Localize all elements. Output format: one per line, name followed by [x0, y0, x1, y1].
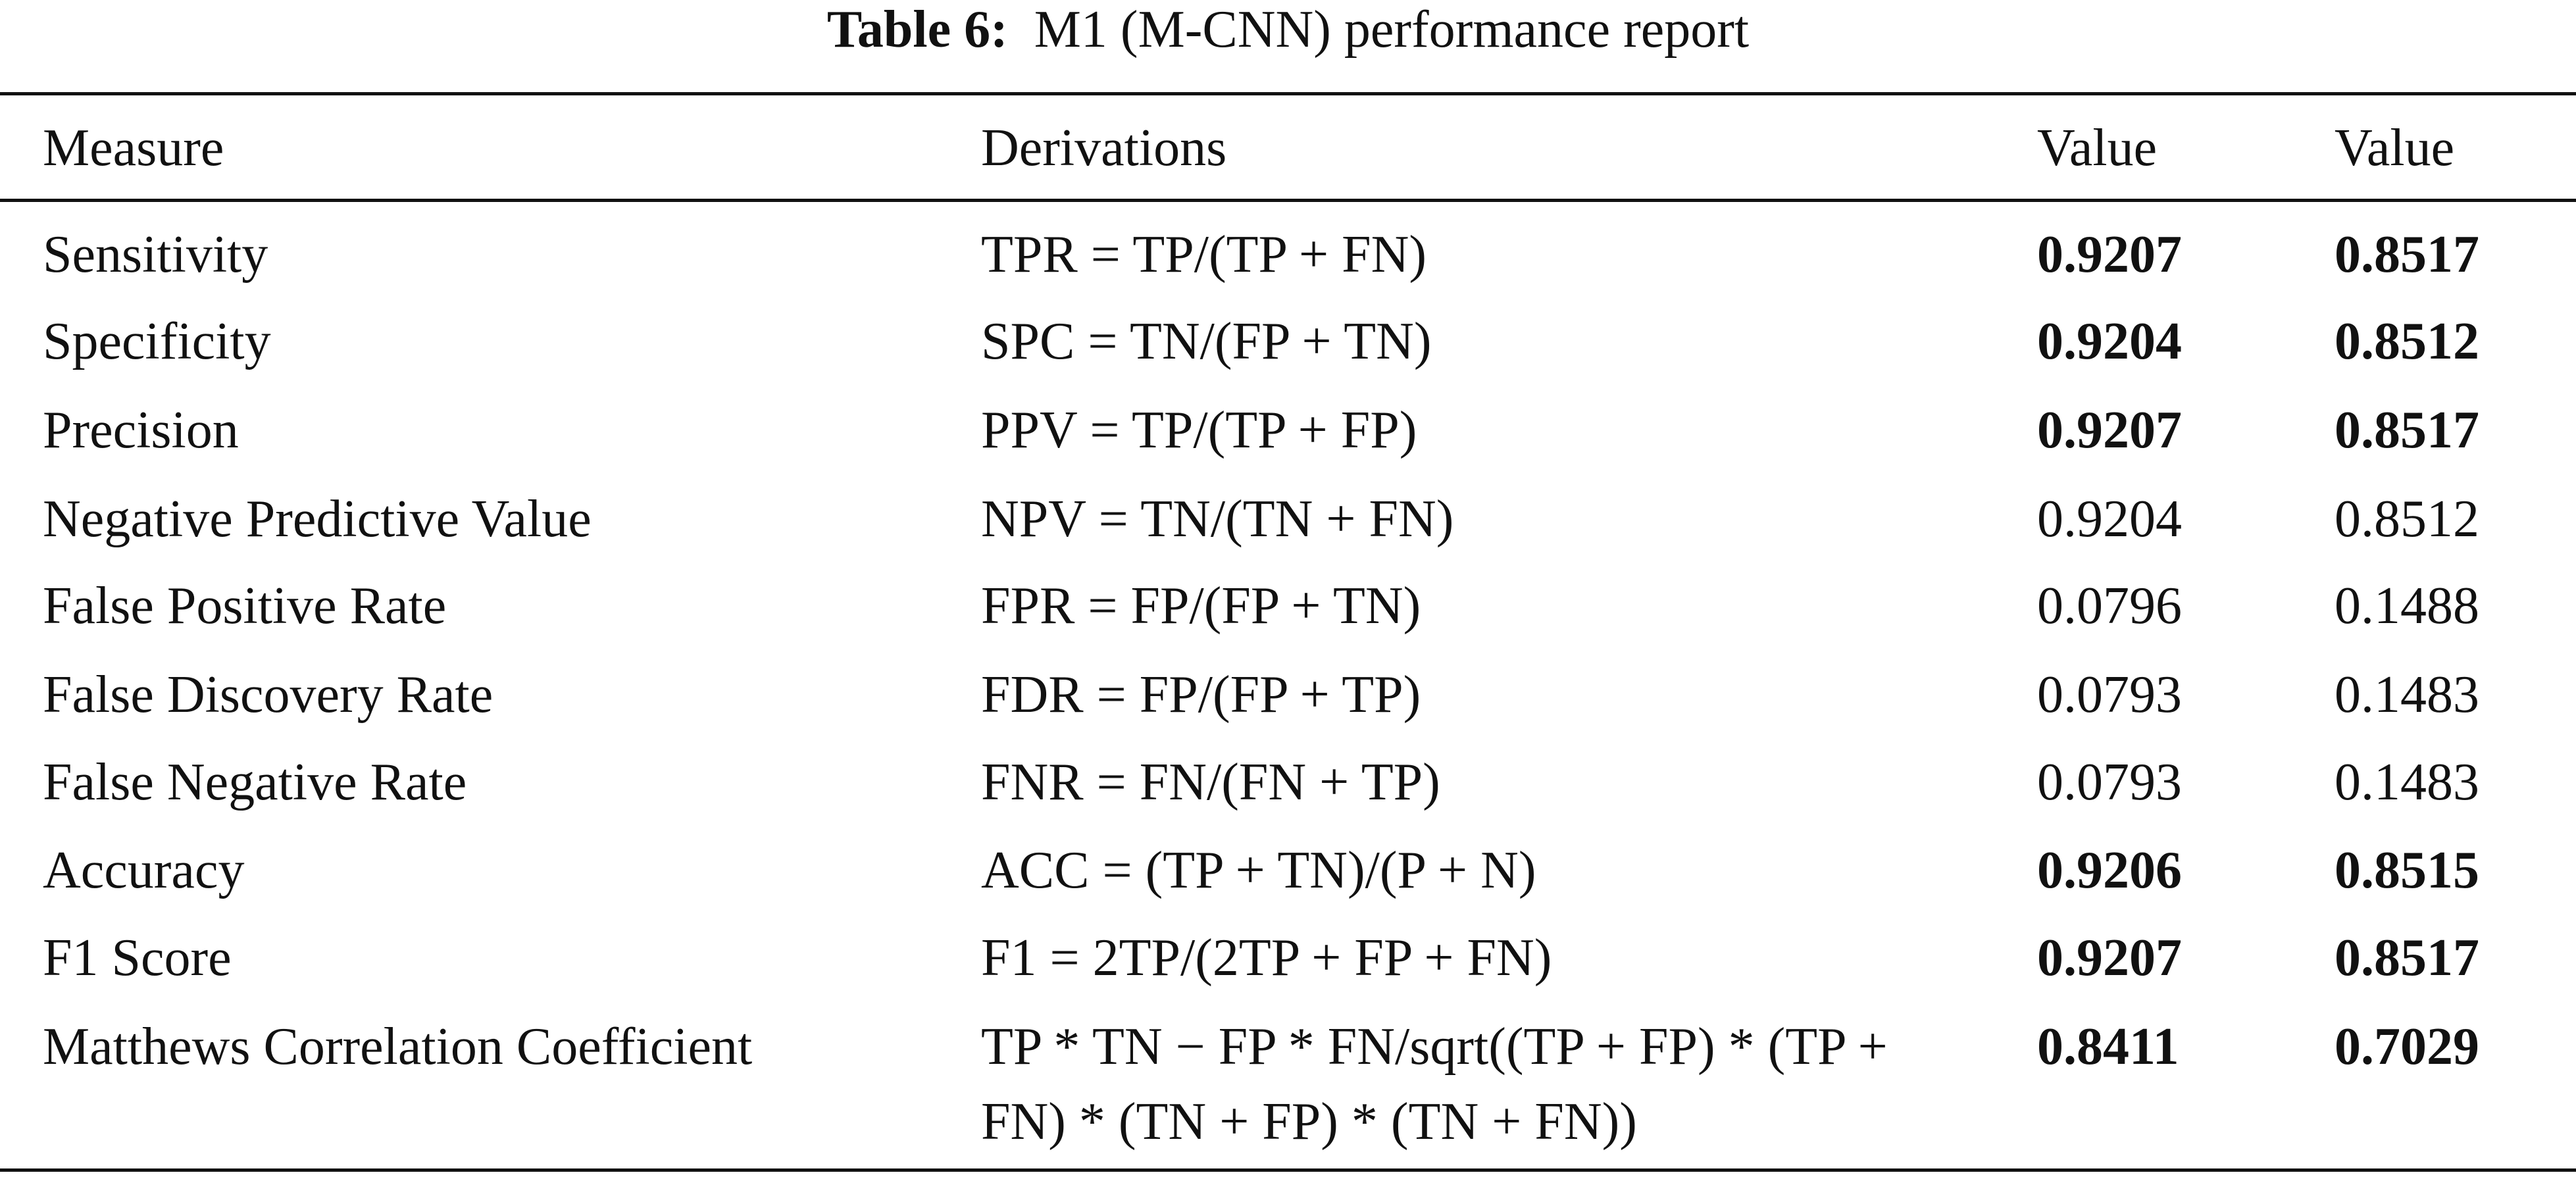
header-value: Value	[2037, 119, 2158, 177]
value-cell: 0.8512	[2335, 490, 2479, 548]
measure-cell: Negative Predictive Value	[43, 490, 592, 548]
derivation-cell: TPR = TP/(TP + FN)	[981, 226, 1427, 284]
derivation-cell: FNR = FN/(FN + TP)	[981, 753, 1440, 811]
value-cell: 0.9207	[2037, 226, 2182, 284]
derivation-cell: F1 = 2TP/(2TP + FP + FN)	[981, 929, 1552, 987]
value-cell: 0.1483	[2335, 666, 2479, 724]
measure-cell: False Positive Rate	[43, 577, 447, 635]
derivation-cell: FDR = FP/(FP + TP)	[981, 666, 1421, 724]
measure-cell: Specificity	[43, 313, 271, 370]
derivation-cell: ACC = (TP + TN)/(P + N)	[981, 841, 1536, 899]
measure-cell: F1 Score	[43, 929, 232, 987]
value-cell: 0.9207	[2037, 929, 2182, 987]
bottom-rule	[0, 1168, 2576, 1172]
value-cell: 0.8515	[2335, 841, 2479, 899]
table-caption: Table 6: M1 (M-CNN) performance report	[0, 0, 2576, 67]
measure-cell: Sensitivity	[43, 226, 268, 284]
value-cell: 0.8517	[2335, 401, 2479, 459]
derivation-cell: TP * TN − FP * FN/sqrt((TP + FP) * (TP +…	[981, 1018, 1888, 1151]
header-rule	[0, 199, 2576, 202]
measure-cell: Precision	[43, 401, 239, 459]
derivation-cell: PPV = TP/(TP + FP)	[981, 401, 1417, 459]
value-cell: 0.7029	[2335, 1018, 2479, 1076]
measure-cell: Accuracy	[43, 841, 245, 899]
caption-text: M1 (M-CNN) performance report	[1034, 1, 1750, 59]
value-cell: 0.8411	[2037, 1018, 2179, 1076]
value-cell: 0.1483	[2335, 753, 2479, 811]
header-value: Value	[2335, 119, 2455, 177]
value-cell: 0.9204	[2037, 313, 2182, 370]
derivation-cell: FPR = FP/(FP + TN)	[981, 577, 1421, 635]
top-rule	[0, 92, 2576, 95]
value-cell: 0.9207	[2037, 401, 2182, 459]
value-cell: 0.0793	[2037, 666, 2182, 724]
value-cell: 0.1488	[2335, 577, 2479, 635]
derivation-cell: SPC = TN/(FP + TN)	[981, 313, 1432, 370]
value-cell: 0.9206	[2037, 841, 2182, 899]
header-measure: Measure	[43, 119, 224, 177]
derivation-cell: NPV = TN/(TN + FN)	[981, 490, 1454, 548]
value-cell: 0.0793	[2037, 753, 2182, 811]
value-cell: 0.8512	[2335, 313, 2479, 370]
header-derivation: Derivations	[981, 119, 1227, 177]
caption-label: Table 6:	[826, 1, 1008, 59]
value-cell: 0.9204	[2037, 490, 2182, 548]
value-cell: 0.8517	[2335, 929, 2479, 987]
measure-cell: False Negative Rate	[43, 753, 467, 811]
value-cell: 0.0796	[2037, 577, 2182, 635]
value-cell: 0.8517	[2335, 226, 2479, 284]
measure-cell: Matthews Correlation Coefficient	[43, 1018, 753, 1076]
measure-cell: False Discovery Rate	[43, 666, 493, 724]
